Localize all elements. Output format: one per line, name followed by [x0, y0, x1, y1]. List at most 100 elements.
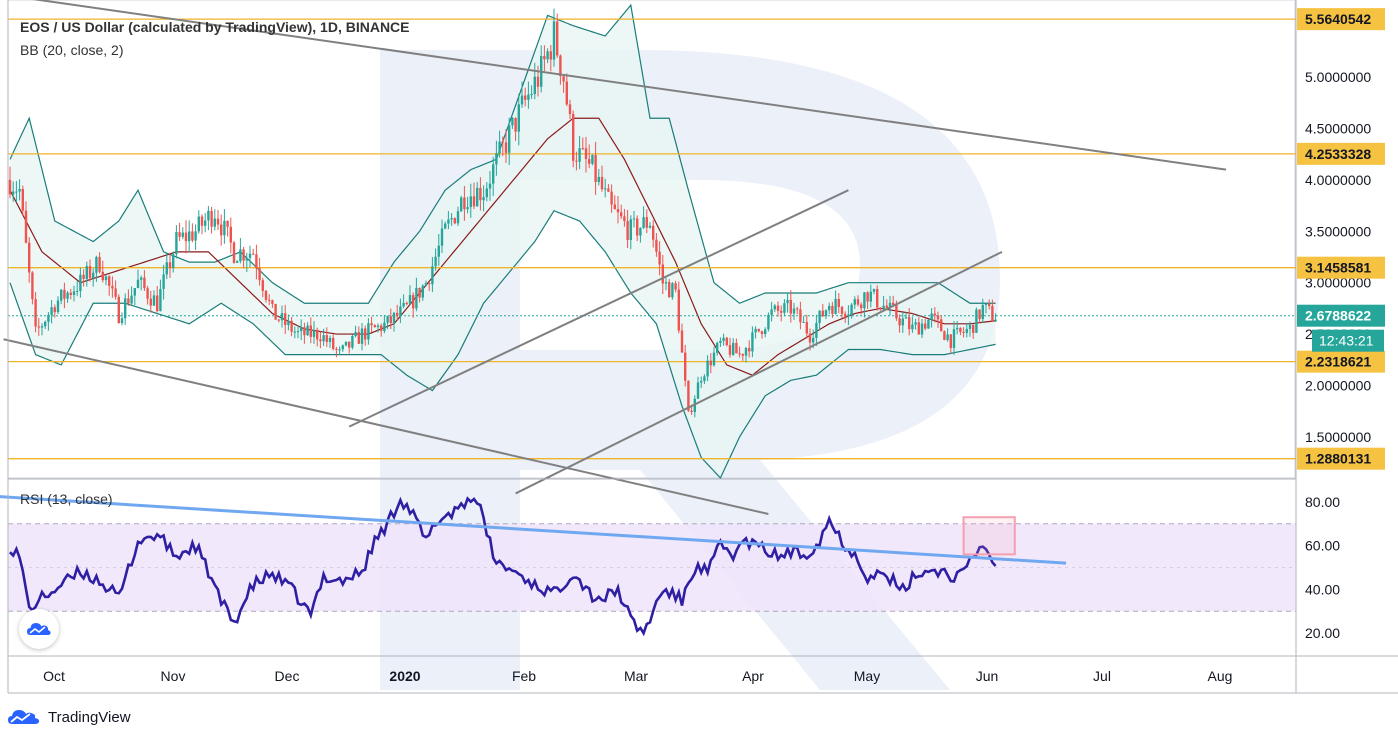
candle-body — [184, 232, 188, 242]
candle-body — [511, 117, 514, 126]
candle-body — [610, 191, 613, 205]
candle-body — [172, 254, 175, 268]
candle-body — [53, 307, 56, 313]
candle-body — [82, 274, 85, 279]
candle-body — [712, 352, 716, 366]
candle-body — [149, 298, 152, 306]
candle-body — [882, 305, 885, 310]
candle-body — [626, 221, 629, 241]
candle-body — [306, 325, 309, 336]
candle-body — [936, 315, 940, 320]
candle-body — [300, 327, 303, 332]
tradingview-logo-button[interactable] — [19, 609, 59, 649]
candle-body — [37, 326, 40, 328]
rsi-tick-label: 40.00 — [1305, 581, 1340, 597]
level-tag-label: 3.1458581 — [1305, 260, 1371, 276]
candle-body — [296, 331, 300, 333]
candle-body — [975, 309, 978, 333]
candle-body — [844, 313, 847, 317]
indicator-label: BB (20, close, 2) — [20, 42, 124, 58]
candle-body — [117, 296, 120, 324]
candle-body — [815, 322, 818, 338]
candle-body — [383, 322, 386, 331]
candle-body — [725, 337, 728, 346]
candle-body — [946, 334, 949, 340]
candle-body — [220, 224, 223, 236]
candle-body — [332, 337, 335, 349]
candle-body — [127, 298, 130, 304]
candle-body — [274, 303, 277, 320]
candle-body — [501, 141, 504, 143]
candle-body — [901, 318, 904, 326]
candle-body — [223, 220, 226, 236]
candle-body — [968, 324, 972, 329]
candle-body — [424, 283, 428, 286]
candle-body — [72, 291, 76, 295]
candle-body — [940, 319, 943, 332]
candle-body — [623, 216, 626, 222]
candle-body — [277, 319, 280, 321]
candle-body — [28, 242, 31, 273]
candle-body — [34, 299, 37, 327]
candle-body — [764, 329, 767, 334]
time-tick-label: Nov — [161, 668, 186, 684]
candle-body — [88, 266, 92, 278]
candle-body — [885, 305, 888, 309]
candle-body — [476, 187, 479, 207]
candle-body — [818, 310, 821, 323]
rsi-pane — [0, 478, 1398, 637]
candle-body — [786, 299, 789, 304]
candle-body — [802, 321, 805, 323]
candle-body — [616, 209, 620, 213]
rsi-line — [9, 496, 997, 637]
candle-body — [239, 249, 242, 262]
candle-body — [162, 274, 165, 290]
candle-body — [204, 220, 207, 226]
candle-body — [568, 104, 572, 114]
candle-body — [965, 328, 968, 333]
candle-body — [309, 325, 312, 337]
candle-body — [15, 191, 18, 193]
upper-channel-line — [32, 0, 1227, 171]
candle-body — [63, 289, 66, 299]
footer-brand-label: TradingView — [48, 708, 131, 726]
candle-body — [271, 300, 274, 304]
candle-body — [572, 113, 575, 161]
candle-body — [924, 323, 927, 329]
candle-body — [520, 95, 524, 105]
candle-body — [504, 142, 508, 153]
candle-body — [652, 225, 655, 240]
candle-body — [287, 320, 290, 325]
candle-body — [632, 218, 636, 220]
candle-body — [991, 305, 994, 322]
candle-body — [104, 276, 108, 281]
candle-body — [776, 305, 780, 311]
candle-body — [364, 328, 367, 340]
candle-body — [869, 291, 872, 302]
candle-body — [56, 300, 60, 313]
candle-body — [402, 302, 405, 307]
rsi-tick-label: 60.00 — [1305, 538, 1340, 554]
candle-body — [325, 335, 328, 342]
level-tag-label: 2.2318621 — [1305, 354, 1371, 370]
candle-body — [674, 283, 677, 290]
candle-body — [984, 303, 988, 305]
candle-body — [748, 348, 751, 352]
bb-middle-line — [9, 117, 996, 376]
candle-body — [143, 277, 146, 289]
price-tick-label: 2.0000000 — [1305, 377, 1371, 393]
candle-body — [226, 220, 229, 227]
footer-brand[interactable]: TradingView — [8, 707, 131, 727]
candle-body — [98, 256, 101, 272]
price-tick-label: 4.0000000 — [1305, 172, 1371, 188]
candle-body — [933, 313, 936, 316]
candle-body — [741, 353, 744, 356]
candle-body — [578, 148, 581, 162]
candle-body — [498, 141, 501, 154]
candle-body — [517, 104, 520, 132]
candle-body — [696, 382, 700, 399]
candle-body — [684, 352, 687, 381]
candle-body — [156, 295, 159, 312]
candle-body — [405, 302, 408, 305]
